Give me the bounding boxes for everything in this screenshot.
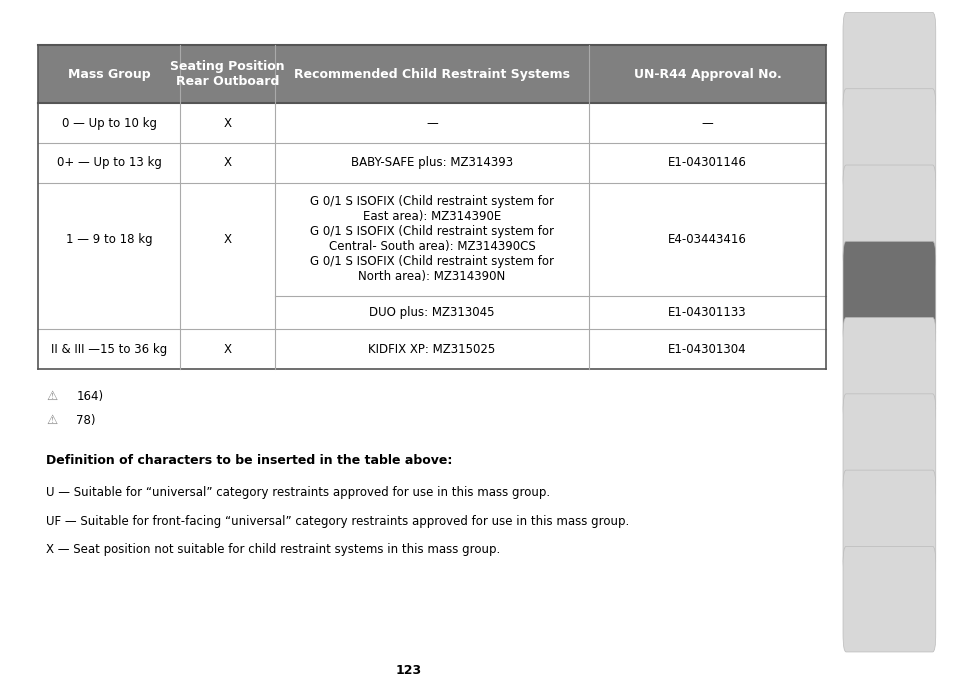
Text: E1-04301146: E1-04301146 (668, 157, 747, 170)
Text: X: X (224, 233, 231, 245)
FancyBboxPatch shape (843, 470, 936, 576)
FancyBboxPatch shape (38, 45, 180, 103)
Text: ⚠: ⚠ (46, 414, 58, 427)
Text: E1-04301133: E1-04301133 (668, 306, 747, 319)
Text: KIDFIX XP: MZ315025: KIDFIX XP: MZ315025 (369, 342, 495, 355)
FancyBboxPatch shape (589, 45, 826, 103)
Text: UF — Suitable for front-facing “universal” category restraints approved for use : UF — Suitable for front-facing “universa… (46, 515, 630, 527)
FancyBboxPatch shape (180, 45, 275, 103)
FancyBboxPatch shape (843, 546, 936, 652)
Text: 0 — Up to 10 kg: 0 — Up to 10 kg (61, 117, 156, 129)
FancyBboxPatch shape (843, 89, 936, 195)
FancyBboxPatch shape (843, 394, 936, 500)
FancyBboxPatch shape (843, 12, 936, 118)
FancyBboxPatch shape (843, 165, 936, 271)
Text: 1 — 9 to 18 kg: 1 — 9 to 18 kg (66, 233, 153, 245)
Text: UN-R44 Approval No.: UN-R44 Approval No. (634, 68, 781, 81)
Text: 0+ — Up to 13 kg: 0+ — Up to 13 kg (57, 157, 161, 170)
Text: X — Seat position not suitable for child restraint systems in this mass group.: X — Seat position not suitable for child… (46, 543, 500, 557)
Text: E1-04301304: E1-04301304 (668, 342, 747, 355)
Text: 78): 78) (76, 414, 96, 427)
Text: Recommended Child Restraint Systems: Recommended Child Restraint Systems (294, 68, 570, 81)
Text: ⚠: ⚠ (46, 390, 58, 403)
FancyBboxPatch shape (843, 317, 936, 423)
Text: Seating Position
Rear Outboard: Seating Position Rear Outboard (170, 60, 285, 88)
Text: X: X (224, 117, 231, 129)
Text: DUO plus: MZ313045: DUO plus: MZ313045 (370, 306, 494, 319)
Text: G 0/1 S ISOFIX (Child restraint system for
East area): MZ314390E
G 0/1 S ISOFIX : G 0/1 S ISOFIX (Child restraint system f… (310, 195, 554, 283)
Text: —: — (702, 117, 713, 129)
Text: X: X (224, 342, 231, 355)
Text: II & III —15 to 36 kg: II & III —15 to 36 kg (51, 342, 167, 355)
Text: E4-03443416: E4-03443416 (668, 233, 747, 245)
Text: Definition of characters to be inserted in the table above:: Definition of characters to be inserted … (46, 454, 453, 467)
Text: U — Suitable for “universal” category restraints approved for use in this mass g: U — Suitable for “universal” category re… (46, 486, 550, 499)
Text: —: — (426, 117, 438, 129)
Text: Mass Group: Mass Group (68, 68, 151, 81)
Text: BABY-SAFE plus: MZ314393: BABY-SAFE plus: MZ314393 (351, 157, 513, 170)
FancyBboxPatch shape (843, 241, 936, 347)
Text: 123: 123 (396, 664, 421, 677)
Text: 164): 164) (76, 390, 104, 403)
Text: X: X (224, 157, 231, 170)
FancyBboxPatch shape (275, 45, 589, 103)
